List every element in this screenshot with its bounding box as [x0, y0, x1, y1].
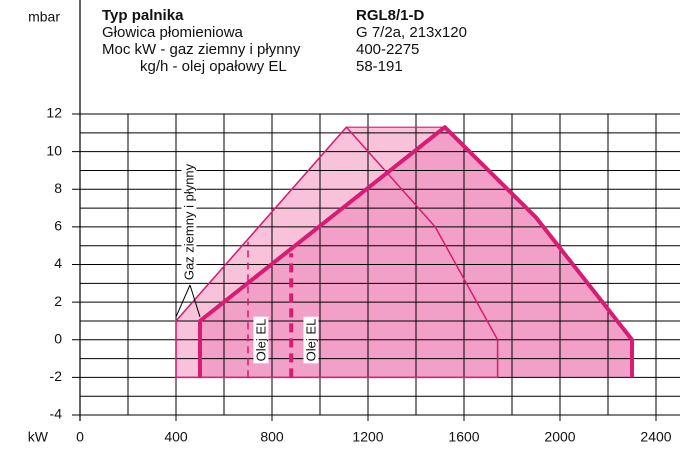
y-tick-label: 0	[54, 330, 62, 346]
annotation-bg	[181, 161, 197, 283]
y-tick-label: 2	[54, 293, 62, 309]
y-tick-label: 4	[54, 255, 62, 271]
x-tick-label: 1200	[352, 429, 383, 445]
connector	[189, 284, 201, 318]
connector	[175, 284, 191, 318]
info-label: Moc kW - gaz ziemny i płynny	[102, 41, 301, 58]
info-value: G 7/2a, 213x120	[356, 24, 467, 41]
y-tick-label: -4	[50, 406, 63, 422]
y-tick-label: 8	[54, 180, 62, 196]
annotation-bg	[253, 316, 269, 364]
info-value: 400-2275	[356, 41, 419, 58]
y-tick-label: 12	[46, 105, 62, 121]
x-tick-label: 1600	[448, 429, 479, 445]
info-value: RGL8/1-D	[356, 7, 425, 24]
annotation-text: Olej EL	[253, 319, 268, 362]
x-tick-label: 0	[76, 429, 84, 445]
info-value: 58-191	[356, 58, 403, 75]
annotation: Olej EL	[303, 316, 319, 364]
info-label: kg/h - olej opałowy EL	[140, 58, 287, 75]
annotation-text: Gaz ziemny i płynny	[181, 163, 196, 280]
annotation-bg	[303, 316, 319, 364]
y-tick-label: 10	[46, 142, 62, 158]
x-tick-label: 400	[164, 429, 188, 445]
y-tick-label: -2	[50, 368, 63, 384]
info-label: Typ palnika	[102, 7, 184, 24]
outline	[175, 126, 499, 379]
y-axis-label: mbar	[28, 9, 60, 25]
annotation-text: Olej EL	[303, 319, 318, 362]
annotation: Gaz ziemny i płynny	[181, 161, 197, 283]
x-tick-label: 2000	[544, 429, 575, 445]
annotation: Olej EL	[253, 316, 269, 364]
y-tick-label: 6	[54, 218, 62, 234]
x-tick-label: 2400	[640, 429, 671, 445]
x-axis-label: kW	[28, 429, 49, 445]
outline	[198, 125, 634, 378]
x-tick-label: 800	[260, 429, 284, 445]
info-label: Głowica płomieniowa	[102, 24, 244, 41]
